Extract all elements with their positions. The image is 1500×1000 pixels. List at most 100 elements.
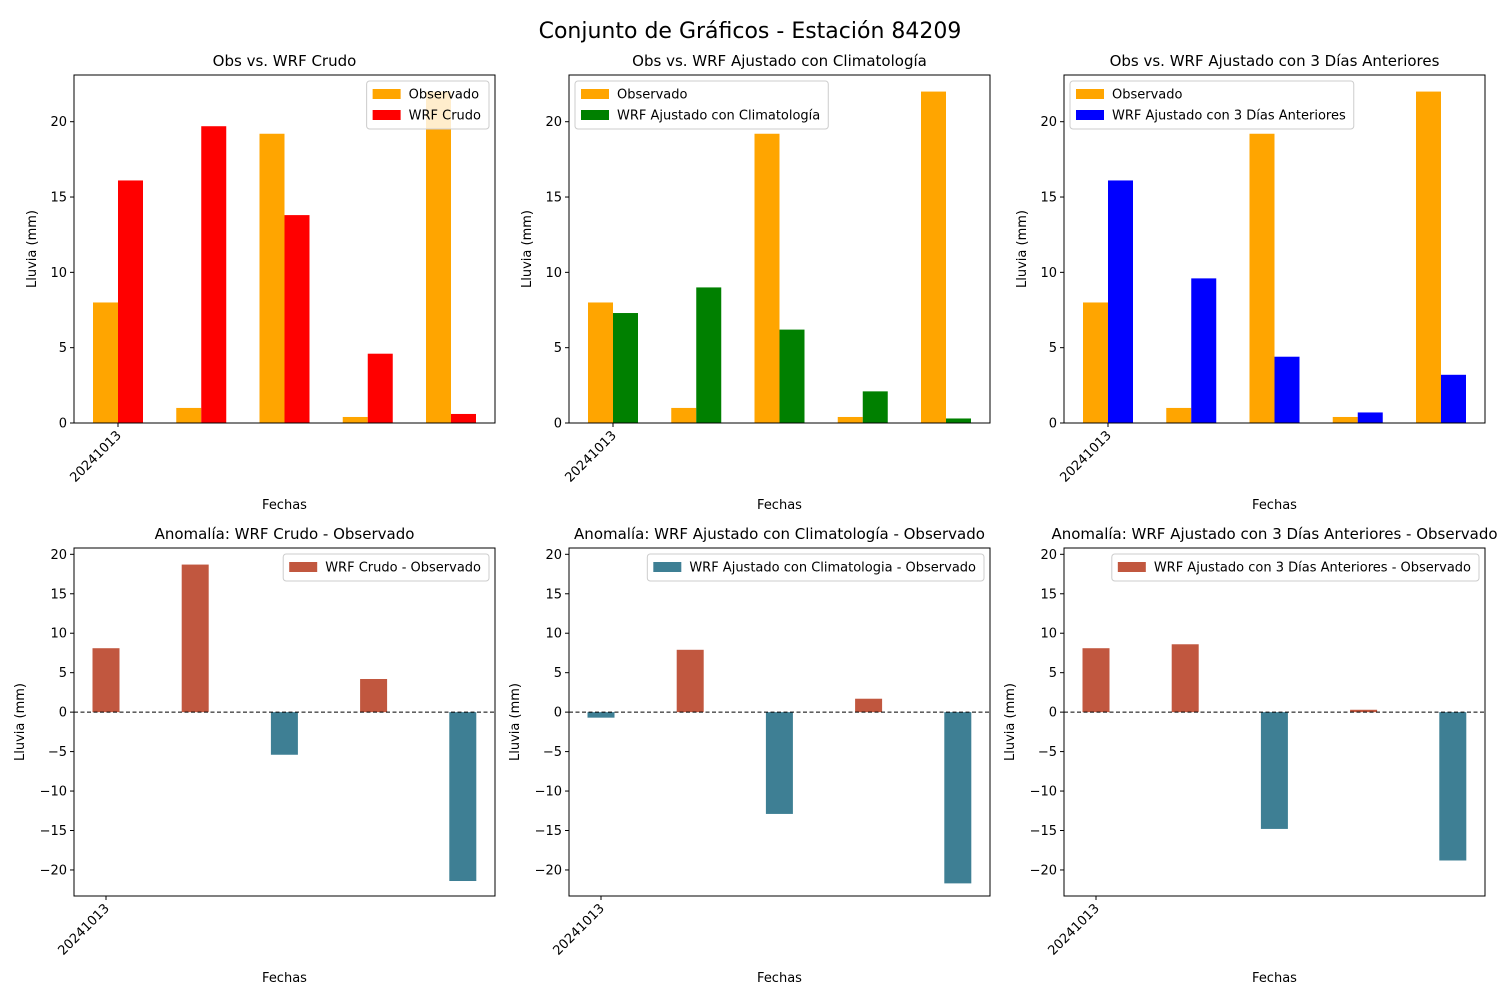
- bar-wrf-1: [613, 313, 638, 423]
- legend-box: [646, 553, 985, 582]
- x-tick-label: 20241013: [1045, 901, 1102, 958]
- bar-wrf-2: [696, 287, 722, 423]
- y-tick-label: 0: [554, 417, 562, 432]
- chart-panel-4: −20 −15 −10 −5 0 5 10 15 20 20241013 Anomalía: WRF…: [13, 525, 496, 986]
- legend-swatch: [1076, 110, 1104, 120]
- x-axis-label: Fechas: [262, 971, 307, 986]
- y-tick-label: 0: [554, 706, 562, 721]
- bar-observado-2: [1166, 407, 1192, 423]
- legend: WRF Ajustado con Climatologia - Observad…: [646, 553, 985, 582]
- bar-anomaly-3: [270, 712, 298, 755]
- bar-wrf-4: [1357, 412, 1383, 423]
- legend-label: Observado: [409, 88, 480, 103]
- bar-wrf-4: [862, 391, 888, 423]
- y-tick-label: 20: [1040, 115, 1057, 130]
- bar-observado-3: [1249, 133, 1275, 424]
- bar-wrf-5: [1441, 374, 1466, 423]
- y-tick-label: −10: [40, 785, 67, 800]
- chart-title: Obs vs. WRF Ajustado con 3 Días Anterior…: [1110, 52, 1440, 70]
- bar-anomaly-2: [1171, 644, 1199, 713]
- bar-anomaly-4: [360, 678, 388, 713]
- legend-label: Observado: [617, 88, 688, 103]
- x-axis-label: Fechas: [1252, 971, 1297, 986]
- y-tick-label: 15: [545, 587, 562, 602]
- bar-anomaly-2: [181, 564, 209, 713]
- y-tick-label: 15: [545, 191, 562, 206]
- bar-observado-1: [93, 302, 118, 423]
- y-tick-label: −15: [40, 824, 67, 839]
- y-axis-label: Lluvia (mm): [520, 210, 535, 288]
- chart-panel-6: −20 −15 −10 −5 0 5 10 15 20 20241013 Anomalía: WRF…: [1003, 525, 1498, 986]
- legend-label: Observado: [1112, 88, 1183, 103]
- y-axis-label: Lluvia (mm): [25, 210, 40, 288]
- y-tick-label: 10: [545, 627, 562, 642]
- axes-frame: [1063, 547, 1486, 897]
- y-tick-label: 10: [50, 266, 67, 281]
- y-axis-label: Lluvia (mm): [508, 683, 523, 761]
- bar-observado-4: [1332, 416, 1358, 423]
- y-tick-label: −15: [1030, 824, 1057, 839]
- y-tick-label: −20: [40, 863, 67, 878]
- y-tick-label: 20: [545, 115, 562, 130]
- chart-title: Obs vs. WRF Crudo: [213, 52, 357, 70]
- axes-frame: [568, 74, 991, 424]
- x-axis-label: Fechas: [757, 498, 802, 513]
- y-tick-label: −20: [1030, 863, 1057, 878]
- legend: WRF Crudo - Observado: [282, 553, 490, 582]
- y-tick-label: 20: [50, 548, 67, 563]
- y-tick-label: 20: [1040, 548, 1057, 563]
- y-tick-label: −5: [48, 745, 67, 760]
- bar-wrf-3: [779, 329, 805, 423]
- bar-anomaly-3: [765, 712, 793, 814]
- legend-swatch: [1076, 89, 1104, 99]
- legend-swatch: [581, 89, 609, 99]
- chart-title: Anomalía: WRF Crudo - Observado: [155, 525, 415, 543]
- y-tick-label: 10: [50, 627, 67, 642]
- x-tick-label: 20241013: [67, 428, 124, 485]
- bar-observado-4: [837, 416, 863, 423]
- legend-swatch: [581, 110, 609, 120]
- bar-wrf-4: [367, 353, 393, 423]
- legend-label: WRF Ajustado con 3 Días Anteriores: [1112, 109, 1346, 124]
- legend: Observado WRF Ajustado con 3 Días Anterio…: [1069, 80, 1355, 130]
- bar-wrf-1: [118, 180, 143, 423]
- legend-swatch: [372, 89, 401, 99]
- x-tick-label: 20241013: [55, 901, 112, 958]
- legend-box: [574, 80, 829, 130]
- bar-wrf-5: [451, 413, 476, 423]
- bar-anomaly-1: [92, 648, 120, 713]
- legend-swatch: [653, 562, 682, 572]
- y-tick-label: 20: [50, 115, 67, 130]
- y-tick-label: 10: [545, 266, 562, 281]
- y-tick-label: 10: [1040, 266, 1057, 281]
- bar-anomaly-5: [944, 712, 972, 884]
- y-tick-label: −5: [1038, 745, 1057, 760]
- x-axis-label: Fechas: [1252, 498, 1297, 513]
- bar-anomaly-3: [1260, 712, 1288, 829]
- chart-panel-5: −20 −15 −10 −5 0 5 10 15 20 20241013 Anomalía: WRF…: [508, 525, 991, 986]
- x-axis-label: Fechas: [757, 971, 802, 986]
- axes-frame: [1063, 74, 1486, 424]
- bar-observado-1: [588, 302, 613, 423]
- legend-label: WRF Crudo - Observado: [325, 561, 481, 576]
- legend-box: [1069, 80, 1355, 130]
- chart-panel-3: 0 5 10 15 20 20241013 Obs vs. WRF Ajustado con…: [1015, 52, 1486, 513]
- chart-title: Anomalía: WRF Ajustado con Climatología …: [574, 525, 985, 543]
- y-tick-label: 15: [1040, 587, 1057, 602]
- y-tick-label: 5: [59, 666, 67, 681]
- axes-frame: [73, 74, 496, 424]
- legend: Observado WRF Ajustado con Climatología: [574, 80, 829, 130]
- legend-box: [1111, 553, 1480, 582]
- y-tick-label: 10: [1040, 627, 1057, 642]
- bar-wrf-2: [201, 126, 227, 424]
- x-tick-label: 20241013: [1057, 428, 1114, 485]
- legend-swatch: [289, 562, 318, 572]
- bar-observado-2: [671, 407, 697, 423]
- legend-swatch: [1117, 562, 1146, 572]
- bar-observado-5: [426, 91, 451, 424]
- x-tick-label: 20241013: [562, 428, 619, 485]
- y-tick-label: 15: [50, 191, 67, 206]
- chart-panel-2: 0 5 10 15 20 20241013 Obs vs. WRF Ajustado con…: [520, 52, 991, 513]
- y-tick-label: −10: [535, 785, 562, 800]
- bar-wrf-3: [284, 215, 310, 423]
